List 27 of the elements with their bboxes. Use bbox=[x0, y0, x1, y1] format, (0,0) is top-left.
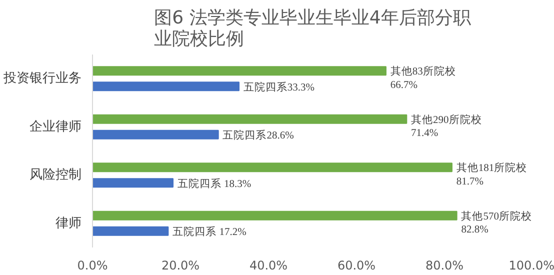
data-label: 其他83所院校 66.7% bbox=[390, 64, 456, 91]
x-tick-label: 0.0% bbox=[77, 258, 108, 272]
x-tick-label: 60.0% bbox=[337, 258, 376, 272]
x-tick-label: 100.0% bbox=[508, 258, 554, 272]
data-label: 其他290所院校 71.4% bbox=[411, 112, 482, 140]
bar bbox=[92, 162, 452, 172]
bar bbox=[92, 114, 408, 124]
y-tick-label: 律师 bbox=[56, 216, 82, 231]
bar bbox=[92, 130, 219, 140]
y-tick-label: 企业律师 bbox=[30, 119, 82, 134]
bar bbox=[92, 66, 386, 76]
bar bbox=[92, 226, 169, 236]
bar bbox=[92, 210, 458, 220]
data-label: 五院四系33.3% bbox=[243, 80, 315, 94]
data-label: 五院四系28.6% bbox=[222, 128, 294, 142]
data-label: 五院四系 18.3% bbox=[177, 176, 252, 190]
x-tick-label: 20.0% bbox=[161, 258, 200, 272]
chart-title: 图6 法学类专业毕业生毕业4年后部分职业院校比例 bbox=[154, 8, 471, 50]
data-label: 五院四系 17.2% bbox=[172, 225, 247, 238]
x-tick-label: 40.0% bbox=[249, 258, 288, 272]
data-label: 其他570所院校 82.8% bbox=[461, 209, 532, 236]
data-label: 其他181所院校 81.7% bbox=[456, 161, 528, 188]
y-tick-label: 投资银行业务 bbox=[2, 71, 82, 86]
x-tick-label: 80.0% bbox=[425, 258, 464, 272]
bar bbox=[92, 178, 174, 188]
y-tick-label: 风险控制 bbox=[30, 168, 82, 183]
bar bbox=[92, 82, 240, 92]
